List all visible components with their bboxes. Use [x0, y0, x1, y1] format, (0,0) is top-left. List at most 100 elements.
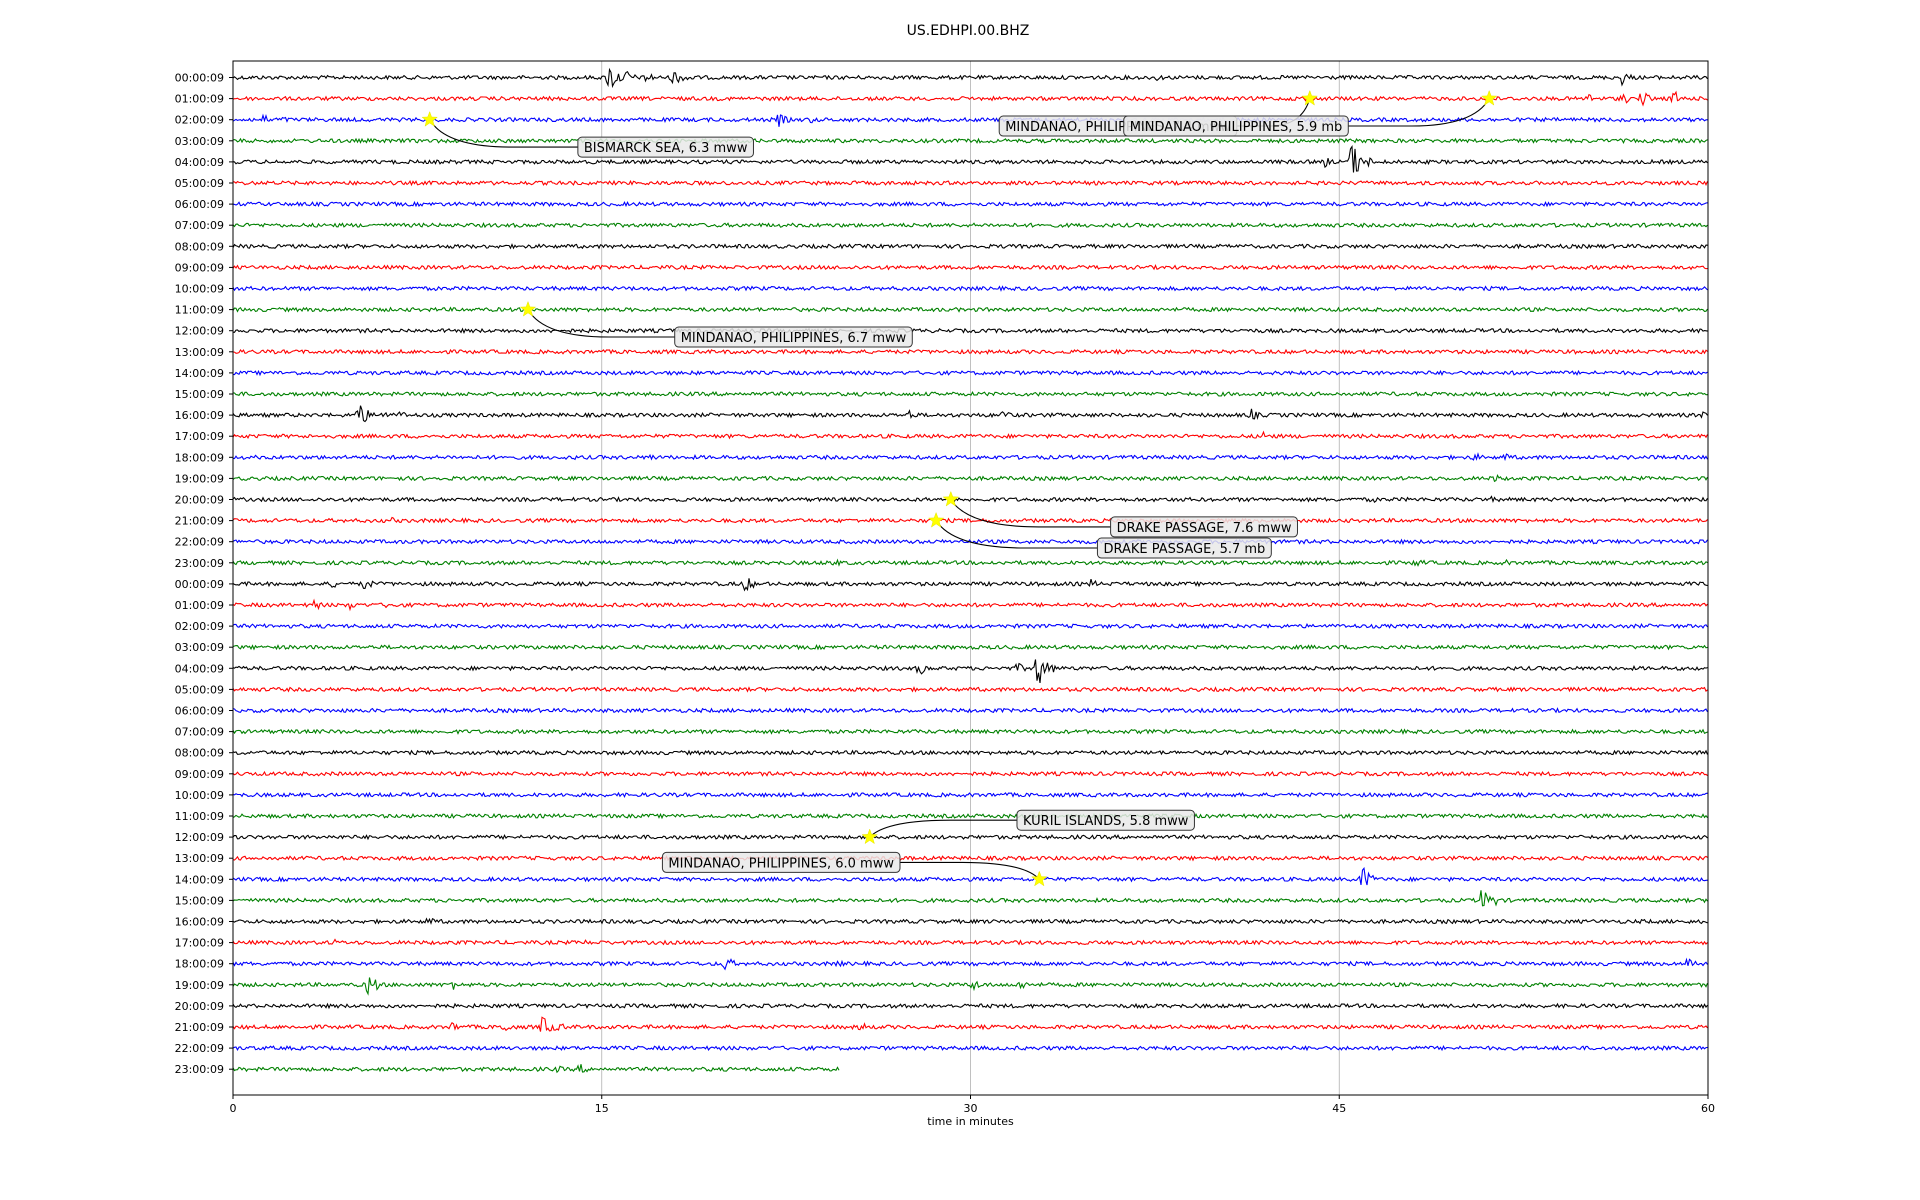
row-time-label: 19:00:09 — [175, 979, 224, 992]
trace-row-4 — [232, 144, 1708, 173]
event-label-box — [577, 136, 754, 158]
trace-row-15 — [232, 390, 1708, 398]
x-axis-ticks: 0 15 30 45 60 — [230, 1095, 1715, 1115]
row-time-label: 10:00:09 — [175, 789, 224, 802]
row-time-label: 02:00:09 — [175, 114, 224, 127]
trace-row-28 — [232, 659, 1708, 683]
event-connector — [900, 861, 1040, 880]
trace-row-42 — [232, 957, 1708, 971]
row-time-label: 11:00:09 — [175, 810, 224, 823]
row-time-label: 11:00:09 — [175, 304, 224, 317]
row-time-label: 06:00:09 — [175, 198, 224, 211]
trace-row-46 — [232, 1044, 1708, 1052]
row-time-label: 16:00:09 — [175, 409, 224, 422]
event-annotation: DRAKE PASSAGE, 7.6 mww — [942, 490, 1298, 538]
event-connector — [869, 819, 1017, 838]
trace-row-41 — [232, 938, 1708, 946]
trace-row-22 — [232, 538, 1708, 546]
event-connector — [1348, 98, 1490, 127]
event-star — [421, 110, 438, 127]
trace-row-33 — [232, 770, 1708, 778]
row-time-label: 01:00:09 — [175, 599, 224, 612]
event-star — [861, 828, 878, 845]
trace-row-18 — [232, 452, 1708, 462]
row-time-label: 05:00:09 — [175, 177, 224, 190]
row-time-label: 15:00:09 — [175, 894, 224, 907]
traces — [232, 67, 1709, 1074]
trace-row-37 — [232, 855, 1708, 862]
row-time-label: 07:00:09 — [175, 219, 224, 232]
trace-row-8 — [232, 243, 1708, 250]
event-label-box — [1096, 537, 1272, 559]
row-time-label: 13:00:09 — [175, 852, 224, 865]
event-annotation: DRAKE PASSAGE, 5.7 mb — [927, 511, 1272, 559]
row-time-label: 08:00:09 — [175, 747, 224, 760]
trace-row-40 — [232, 917, 1708, 925]
x-tick-label: 15 — [595, 1102, 609, 1115]
row-time-label: 09:00:09 — [175, 261, 224, 274]
trace-row-25 — [232, 598, 1708, 612]
trace-row-26 — [232, 622, 1708, 630]
x-axis-label: time in minutes — [927, 1115, 1014, 1128]
trace-row-3 — [232, 137, 1708, 144]
event-annotation: MINDANAO, PHILIPPINES, 6.0 mww — [661, 851, 1048, 887]
trace-row-32 — [232, 749, 1709, 756]
trace-row-0 — [232, 67, 1708, 89]
row-time-label: 17:00:09 — [175, 430, 224, 443]
row-time-label: 09:00:09 — [175, 768, 224, 781]
event-star — [1301, 89, 1319, 106]
row-time-label: 20:00:09 — [175, 1000, 224, 1013]
trace-row-1 — [232, 90, 1708, 107]
trace-row-16 — [232, 405, 1708, 423]
event-label-box — [674, 326, 913, 348]
row-time-label: 18:00:09 — [175, 451, 224, 464]
row-time-label: 13:00:09 — [175, 346, 224, 359]
row-time-label: 12:00:09 — [175, 831, 224, 844]
row-time-label: 21:00:09 — [175, 515, 224, 528]
event-star — [1031, 870, 1048, 887]
row-time-label: 03:00:09 — [175, 135, 224, 148]
trace-row-44 — [232, 1002, 1708, 1010]
trace-row-39 — [232, 890, 1708, 907]
event-label-box — [1016, 809, 1195, 831]
chart-title: US.EDHPI.00.BHZ — [907, 23, 1030, 39]
trace-row-14 — [232, 369, 1708, 377]
row-time-label: 10:00:09 — [175, 283, 224, 296]
row-time-label: 03:00:09 — [175, 641, 224, 654]
row-time-label: 23:00:09 — [175, 557, 224, 570]
event-label: BISMARCK SEA, 6.3 mww — [584, 141, 748, 156]
trace-row-27 — [232, 644, 1708, 651]
row-time-label: 20:00:09 — [175, 494, 224, 507]
trace-row-45 — [232, 1016, 1708, 1032]
row-time-label: 19:00:09 — [175, 472, 224, 485]
row-time-label: 01:00:09 — [175, 93, 224, 106]
event-label-box — [661, 851, 901, 873]
row-time-label: 15:00:09 — [175, 388, 224, 401]
event-label-box — [1123, 115, 1349, 137]
event-label: MINDANAO, PHILIPPINES, 6.0 mww — [668, 856, 894, 871]
trace-row-24 — [232, 578, 1708, 592]
trace-row-29 — [232, 686, 1708, 693]
event-connector — [950, 499, 1111, 528]
row-time-label: 16:00:09 — [175, 916, 224, 929]
row-time-labels: 00:00:09 01:00:09 02:00:09 03:00:09 04:00:09… — [175, 72, 233, 1076]
trace-row-11 — [232, 306, 1708, 313]
row-time-label: 08:00:09 — [175, 240, 224, 253]
event-label: MINDANAO, PHILIPPINES, 5.9 mb — [1130, 120, 1343, 135]
trace-row-23 — [232, 558, 1708, 567]
row-time-label: 07:00:09 — [175, 726, 224, 739]
trace-row-31 — [232, 728, 1708, 735]
x-tick-label: 60 — [1701, 1102, 1715, 1115]
row-time-label: 04:00:09 — [175, 156, 224, 169]
event-star — [927, 511, 945, 528]
row-time-label: 00:00:09 — [175, 72, 224, 85]
trace-row-12 — [232, 327, 1708, 335]
row-time-label: 22:00:09 — [175, 536, 224, 549]
row-time-label: 06:00:09 — [175, 705, 224, 718]
grid-lines — [601, 61, 1340, 1095]
row-time-label: 14:00:09 — [175, 367, 224, 380]
row-time-label: 02:00:09 — [175, 620, 224, 633]
event-label-box — [1110, 516, 1298, 538]
row-time-label: 21:00:09 — [175, 1021, 224, 1034]
